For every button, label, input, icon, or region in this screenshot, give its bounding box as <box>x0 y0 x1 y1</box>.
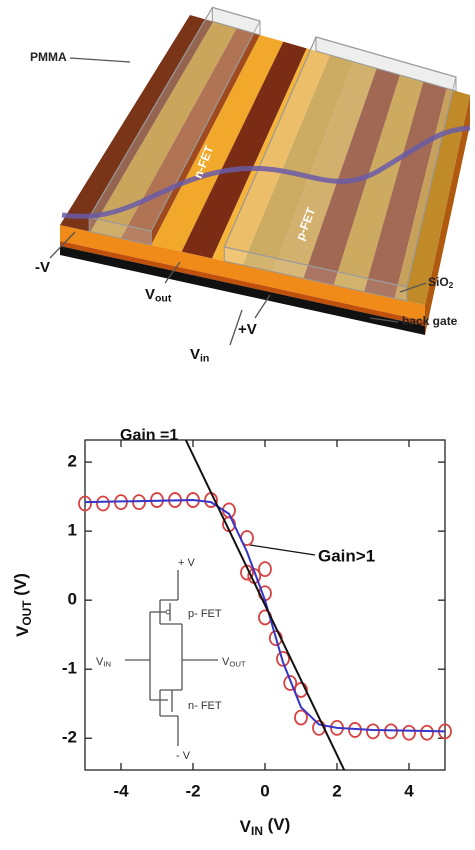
pointer <box>49 231 76 259</box>
inset-v-out: VOUT <box>222 656 246 669</box>
pointer <box>249 544 316 556</box>
gate-layer <box>60 241 425 326</box>
point <box>402 724 416 741</box>
inset-circuit: + V p- FET VIN VOUT n- FET - V <box>96 557 246 762</box>
pmma-side <box>88 216 152 246</box>
pointer <box>229 309 243 346</box>
nanotube <box>61 125 471 219</box>
label-part: OUT <box>229 660 246 669</box>
v-in-label: Vin <box>190 346 209 364</box>
x-tick-label: 0 <box>260 781 269 800</box>
y-tick-label: -1 <box>62 659 77 678</box>
inset-n-fet: n- FET <box>188 700 222 712</box>
pmma-side <box>211 6 261 36</box>
label-part: SiO <box>428 275 449 289</box>
pointer <box>369 317 399 323</box>
minus-v-label: -V <box>35 259 50 276</box>
point <box>366 723 380 740</box>
label-part: V <box>96 656 104 668</box>
stripe <box>303 68 400 285</box>
x-tick-label: 2 <box>332 781 341 800</box>
label-part: V <box>222 656 230 668</box>
pointer <box>399 282 427 293</box>
stripe <box>151 35 284 252</box>
stripe <box>364 81 447 299</box>
stripe <box>60 15 214 232</box>
annotation: Gain =1 <box>120 427 178 444</box>
label-part: (V) <box>12 573 31 600</box>
x-tick-label: -2 <box>185 781 200 800</box>
sio2-layer <box>60 225 425 321</box>
label-part: (V) <box>263 816 290 835</box>
stripe <box>120 28 260 246</box>
label-part: in <box>200 352 209 364</box>
y-tick-label: 2 <box>68 452 77 471</box>
label-part: V <box>240 817 252 836</box>
stripe <box>242 55 354 272</box>
label-part: 2 <box>449 280 454 290</box>
annotation: Gain>1 <box>318 546 375 565</box>
label-part: V <box>145 286 155 303</box>
y-tick-label: -2 <box>62 728 77 747</box>
stripe <box>212 48 330 266</box>
label-part: OUT <box>20 600 34 626</box>
device-illustration <box>60 6 471 335</box>
plot: -2 -1 0 1 2 -4 -2 0 2 4 <box>62 439 452 800</box>
stripe <box>333 75 424 292</box>
point <box>258 561 272 578</box>
pmma-side <box>223 246 408 302</box>
side-face <box>425 95 470 335</box>
y-axis-label: VOUT (V) <box>12 573 35 637</box>
line <box>184 439 346 771</box>
v-out-label: Vout <box>145 286 172 304</box>
y-tick-label: 0 <box>68 590 77 609</box>
inset-v-in: VIN <box>96 656 111 669</box>
label-part: V <box>190 346 200 363</box>
pointer <box>254 294 271 319</box>
back-gate <box>60 246 425 335</box>
label-part: V <box>13 625 32 637</box>
inset-plus-v: + V <box>178 557 195 569</box>
inset-minus-v: - V <box>176 750 191 762</box>
inset-p-fet: p- FET <box>188 608 222 620</box>
sio2-label: SiO2 <box>428 275 454 290</box>
point <box>283 675 298 691</box>
stripe <box>90 21 237 239</box>
pmma-label: PMMA <box>30 50 67 64</box>
pmma-side <box>315 36 457 92</box>
line <box>84 499 446 733</box>
x-axis-label: VIN (V) <box>240 816 291 839</box>
point <box>420 724 434 741</box>
label-part: IN <box>103 660 111 669</box>
back-gate-label: back gate <box>402 314 458 328</box>
point <box>78 495 92 512</box>
pointer <box>164 261 181 284</box>
point <box>294 709 308 726</box>
x-tick-label: 4 <box>404 781 414 800</box>
stripe <box>272 61 377 279</box>
point <box>276 650 290 667</box>
x-tick-label: -4 <box>113 781 129 800</box>
stripe <box>181 41 307 259</box>
point <box>96 495 110 512</box>
label-part: out <box>155 292 172 304</box>
y-tick-label: 1 <box>68 521 77 540</box>
stripe <box>394 88 470 305</box>
label-part: IN <box>251 824 263 838</box>
pointer <box>69 57 131 63</box>
plus-v-label: +V <box>238 321 257 338</box>
